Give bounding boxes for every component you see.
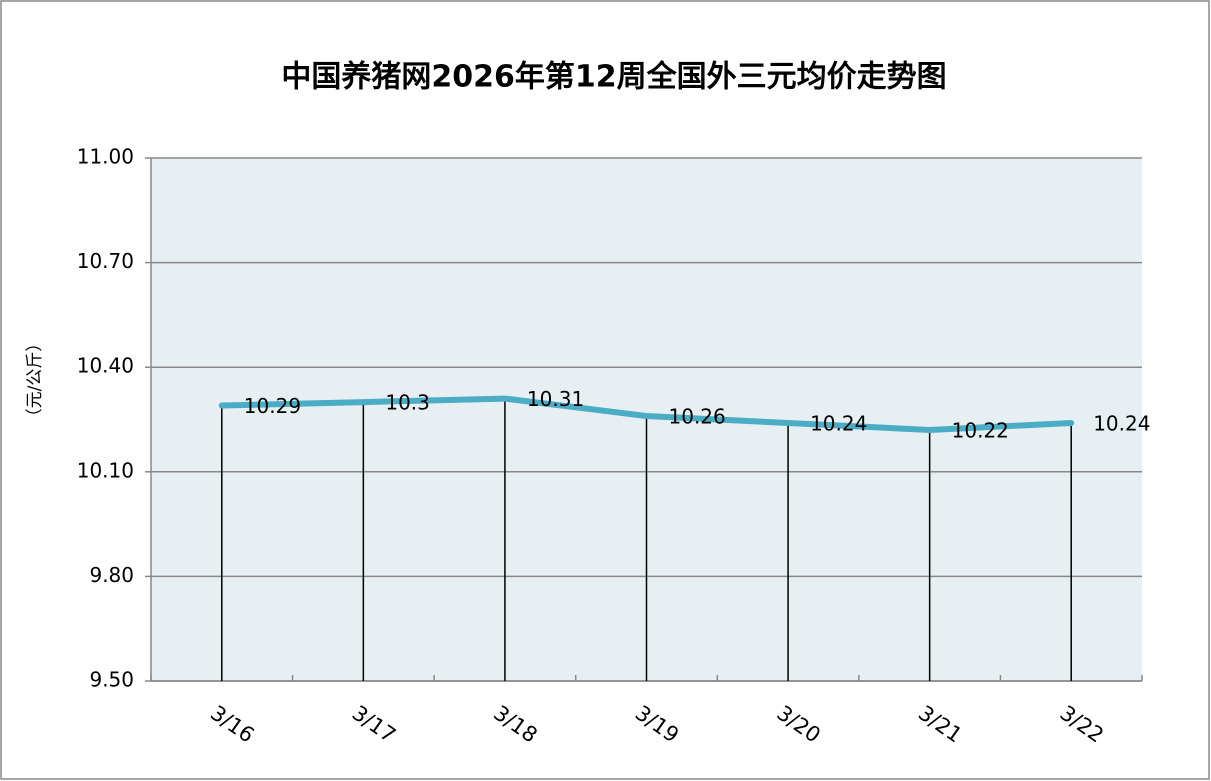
y-tick-label: 10.70: [77, 249, 134, 273]
y-tick-label: 11.00: [77, 145, 134, 169]
data-label: 10.24: [810, 411, 867, 435]
y-tick-label: 10.10: [77, 458, 134, 482]
data-label: 10.31: [527, 387, 584, 411]
data-line: [218, 395, 1075, 433]
data-label: 10.3: [385, 391, 430, 415]
y-axis-label: （元/公斤）: [25, 335, 45, 426]
y-tick-label: 9.50: [89, 668, 134, 692]
y-tick-label: 10.40: [77, 354, 134, 378]
data-label: 10.29: [244, 394, 301, 418]
y-tick-label: 9.80: [89, 563, 134, 587]
data-label: 10.26: [669, 405, 726, 429]
data-label: 10.22: [952, 418, 1009, 442]
chart-title: 中国养猪网2026年第12周全国外三元均价走势图: [281, 60, 946, 95]
data-label: 10.24: [1093, 411, 1150, 435]
